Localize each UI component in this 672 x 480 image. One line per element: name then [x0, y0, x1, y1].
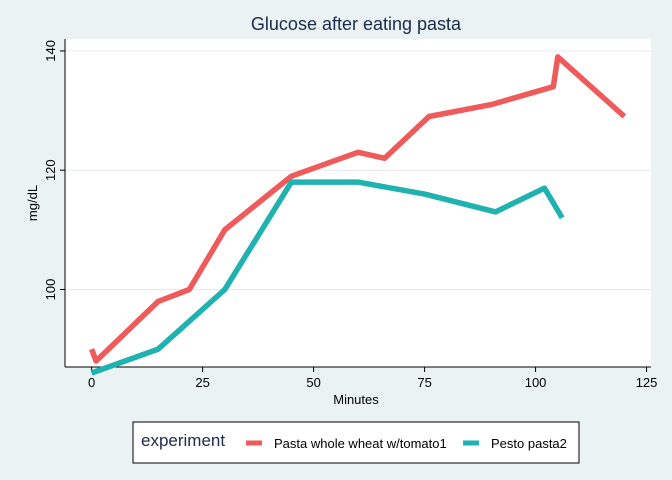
legend-box: [132, 421, 580, 464]
x-tick-label-125: 125: [636, 375, 658, 390]
series-line-tomato: [89, 54, 627, 364]
legend: experiment Pasta whole wheat w/tomato1 P…: [132, 421, 580, 464]
y-tick-label-120: 120: [43, 159, 58, 181]
x-tick-label-0: 0: [88, 375, 95, 390]
x-tick-label-50: 50: [306, 375, 320, 390]
x-tick-label-25: 25: [195, 375, 209, 390]
y-axis-label: mg/dL: [25, 185, 40, 221]
x-axis-label: Minutes: [333, 392, 379, 407]
y-tick-label-140: 140: [43, 40, 58, 62]
legend-title: experiment: [141, 431, 225, 450]
series-lines: [89, 54, 627, 376]
x-tick-label-100: 100: [525, 375, 547, 390]
plot-area: [65, 39, 651, 367]
gridlines: [65, 50, 651, 290]
x-axis-ticks: 0 25 50 75 100 125: [88, 367, 657, 390]
legend-label-pesto: Pesto pasta2: [491, 436, 567, 451]
series-line-pesto: [90, 179, 565, 376]
y-axis-ticks: 100 120 140: [43, 40, 65, 300]
x-tick-label-75: 75: [417, 375, 431, 390]
y-tick-label-100: 100: [43, 279, 58, 301]
legend-label-tomato: Pasta whole wheat w/tomato1: [274, 436, 447, 451]
chart-title: Glucose after eating pasta: [251, 14, 462, 34]
